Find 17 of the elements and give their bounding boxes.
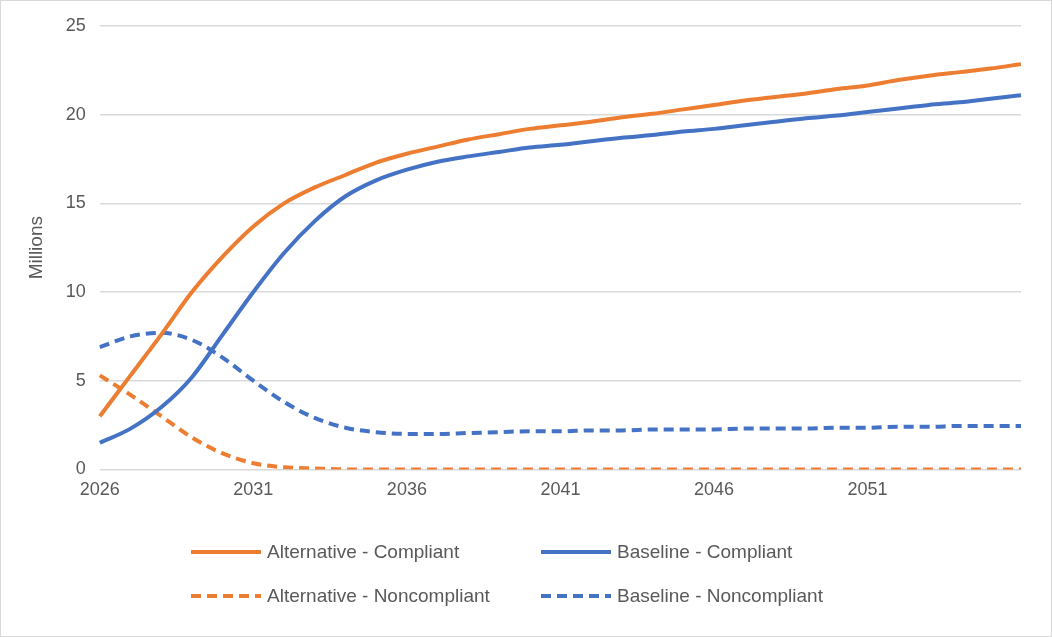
legend-label: Alternative - Compliant — [267, 541, 460, 563]
y-tick-label: 0 — [75, 458, 86, 479]
y-axis-title: Millions — [24, 216, 46, 280]
y-tick-label: 25 — [65, 14, 86, 35]
y-tick-label: 20 — [65, 103, 86, 124]
legend-label: Alternative - Noncompliant — [267, 585, 490, 607]
x-tick-label: 2031 — [233, 479, 274, 500]
x-tick-label: 2036 — [386, 479, 427, 500]
x-tick-label: 2041 — [540, 479, 581, 500]
legend-label: Baseline - Noncompliant — [617, 585, 823, 607]
x-tick-label: 2026 — [79, 479, 120, 500]
x-tick-label: 2051 — [847, 479, 888, 500]
x-tick-label: 2046 — [693, 479, 734, 500]
y-tick-label: 10 — [65, 281, 86, 302]
legend-label: Baseline - Compliant — [617, 541, 793, 563]
y-tick-label: 5 — [75, 369, 86, 390]
y-tick-label: 15 — [65, 192, 86, 213]
